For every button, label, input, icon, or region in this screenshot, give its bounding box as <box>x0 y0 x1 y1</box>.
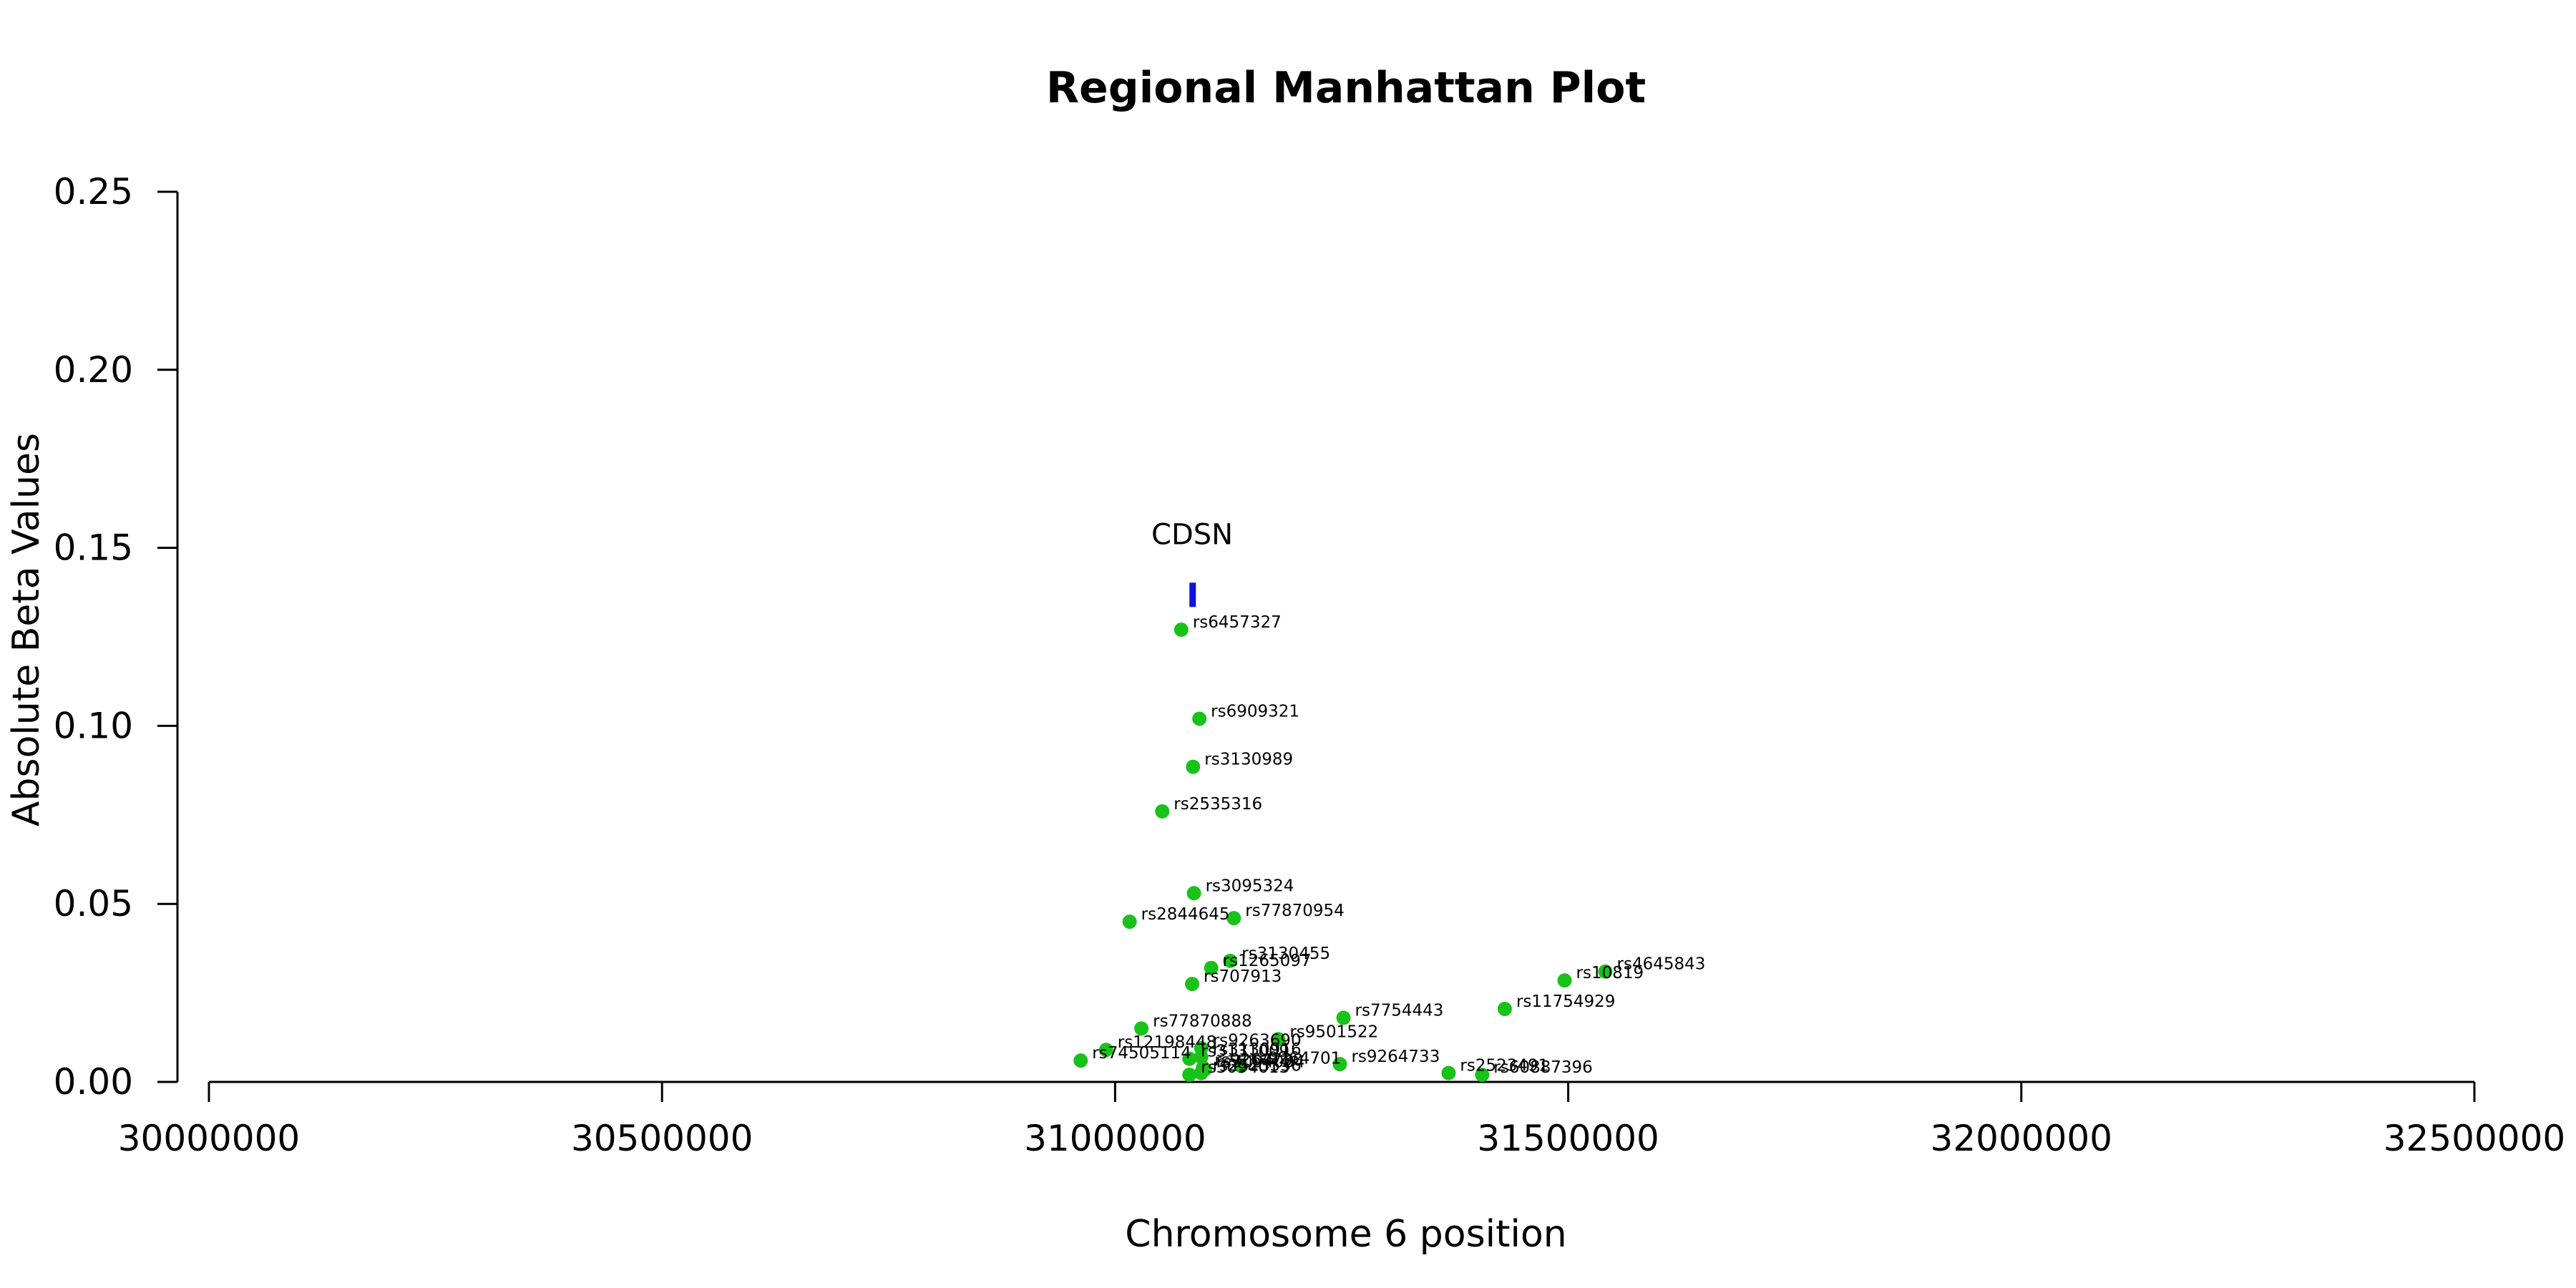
axes: 30000000 30500000 31000000 31500000 32000000… <box>54 171 2566 1159</box>
snp-points <box>1073 623 1613 1083</box>
snp-label: rs7754443 <box>1355 1001 1444 1020</box>
snp-label: rs3130989 <box>1204 751 1293 769</box>
snp-point <box>1194 1050 1209 1065</box>
snp-label: rs3130455 <box>1241 945 1330 963</box>
snp-label: rs9264730 <box>1214 1051 1303 1070</box>
y-axis-label: Absolute Beta Values <box>5 433 48 826</box>
snp-point <box>1234 1058 1249 1073</box>
snp-point <box>1223 953 1238 968</box>
snp-point <box>1441 1065 1456 1080</box>
snp-point <box>1186 759 1201 774</box>
snp-label: rs3095324 <box>1206 877 1294 895</box>
x-tick-label: 30500000 <box>571 1118 753 1159</box>
snp-point <box>1598 964 1613 979</box>
x-tick-label: 31500000 <box>1477 1118 1659 1159</box>
snp-point <box>1182 1068 1197 1083</box>
snp-point <box>1155 804 1170 819</box>
snp-label: rs9263690 <box>1213 1032 1302 1050</box>
snp-label: rs9264733 <box>1351 1048 1440 1066</box>
snp-point <box>1134 1021 1149 1036</box>
y-tick-label: 0.10 <box>54 705 133 746</box>
snp-point <box>1182 1051 1197 1066</box>
y-tick-label: 0.05 <box>54 883 133 924</box>
y-tick-label: 0.15 <box>54 527 133 569</box>
y-tick-label: 0.00 <box>54 1061 133 1103</box>
snp-label: rs1265097 <box>1223 952 1312 970</box>
snp-label: rs9501522 <box>1289 1023 1378 1041</box>
gene-track: CDSN <box>1151 518 1233 608</box>
snp-label: rs4645843 <box>1617 955 1706 974</box>
snp-label: rs3094013 <box>1201 1058 1289 1077</box>
snp-point <box>1192 711 1207 726</box>
snp-label: rs77870954 <box>1245 902 1345 920</box>
snp-point <box>1186 886 1201 901</box>
snp-point <box>1122 914 1137 930</box>
x-tick-label: 31000000 <box>1024 1118 1206 1159</box>
gene-bar <box>1189 582 1196 608</box>
snp-label: rs3094004 <box>1216 1053 1305 1072</box>
snp-label: rs6457327 <box>1193 613 1282 632</box>
y-tick-label: 0.25 <box>54 171 133 213</box>
snp-point <box>1332 1057 1347 1072</box>
snp-label: rs3130916 <box>1213 1040 1302 1059</box>
x-axis-label: Chromosome 6 position <box>1125 1213 1566 1256</box>
snp-point <box>1336 1010 1351 1025</box>
snp-label: rs3131009 <box>1201 1043 1289 1061</box>
snp-label: rs2523536 <box>1213 1057 1302 1075</box>
snp-label: rs6909321 <box>1211 702 1299 721</box>
snp-point <box>1497 1001 1512 1016</box>
snp-label: rs74505114 <box>1092 1044 1191 1063</box>
snp-point <box>1194 1065 1209 1080</box>
snp-label: rs2844645 <box>1141 905 1230 924</box>
snp-point <box>1226 911 1241 926</box>
snp-point <box>1098 1043 1113 1058</box>
snp-point <box>1271 1032 1286 1047</box>
snp-label: rs12198448 <box>1118 1033 1217 1052</box>
snp-label: rs2535316 <box>1174 795 1262 814</box>
y-tick-label: 0.20 <box>54 349 133 391</box>
snp-point <box>1174 623 1189 638</box>
snp-label: rs707913 <box>1204 967 1282 986</box>
snp-label: rs77870888 <box>1153 1012 1252 1030</box>
snp-label: rs11754929 <box>1516 992 1616 1011</box>
snp-label: rs10819 <box>1576 964 1644 982</box>
snp-point <box>1475 1068 1490 1083</box>
chart-title: Regional Manhattan Plot <box>1046 63 1646 113</box>
x-tick-label: 32500000 <box>2384 1118 2566 1159</box>
snp-point <box>1073 1053 1088 1068</box>
x-tick-label: 32000000 <box>1931 1118 2113 1159</box>
gene-label: CDSN <box>1151 518 1233 551</box>
snp-label: rs9264701 <box>1252 1050 1341 1068</box>
snp-label: rs60887396 <box>1493 1058 1593 1077</box>
snp-point <box>1557 973 1572 988</box>
snp-point <box>1204 960 1219 975</box>
snp-point <box>1185 977 1200 992</box>
x-tick-label: 30000000 <box>118 1118 301 1159</box>
snp-labels: rs6457327 rs6909321 rs3130989 rs2535316 rs30… <box>1092 613 1705 1077</box>
snp-label: rs2523491 <box>1460 1057 1548 1075</box>
